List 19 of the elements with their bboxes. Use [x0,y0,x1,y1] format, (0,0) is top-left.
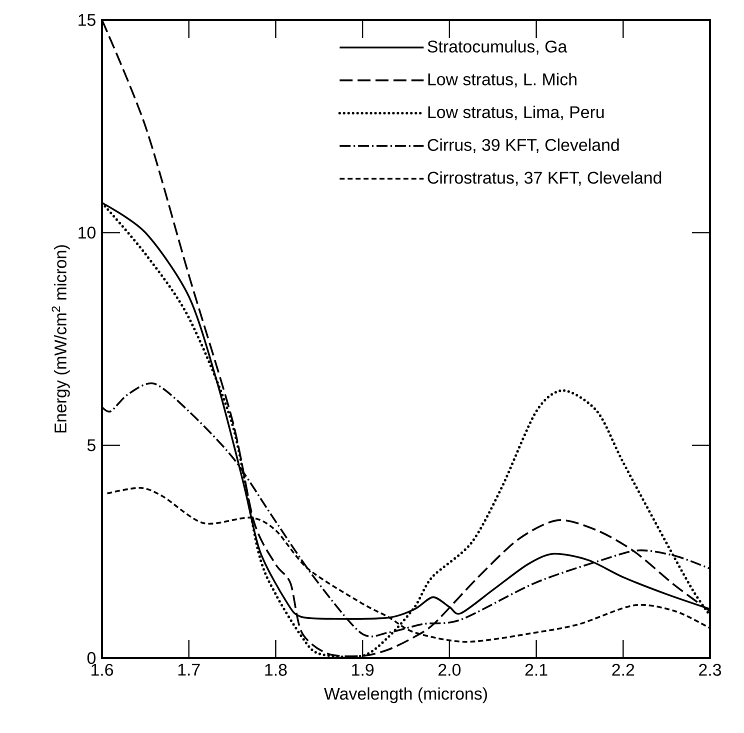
x-tick-label: 2.3 [699,664,722,676]
x-tick-label: 1.8 [265,664,287,676]
y-tick-label: 5 [87,439,96,452]
legend-label: Low stratus, L. Mich [428,72,576,88]
x-tick-label: 2.0 [438,664,461,676]
x-tick-label: 1.7 [178,664,200,676]
legend-label: Low stratus, Lima, Peru [428,106,604,120]
legend-label: Cirrus, 39 KFT, Cleveland [428,138,619,153]
x-tick-label: 1.6 [92,664,114,676]
legend-label: Cirrostratus, 37 KFT, Cleveland [428,171,662,186]
y-tick-label: 0 [87,652,96,664]
x-axis-title: Wavelength (microns) [324,687,487,704]
x-tick-label: 2.2 [612,664,634,676]
x-tick-label: 2.1 [525,664,548,676]
y-tick-label: 10 [78,226,96,239]
x-tick-label: 1.9 [352,664,374,676]
y-tick-label: 15 [78,14,96,26]
legend-label: Stratocumulus, Ga [428,40,568,55]
y-axis-title: Energy (mW/cm$^{2}$ micron) [52,245,70,432]
